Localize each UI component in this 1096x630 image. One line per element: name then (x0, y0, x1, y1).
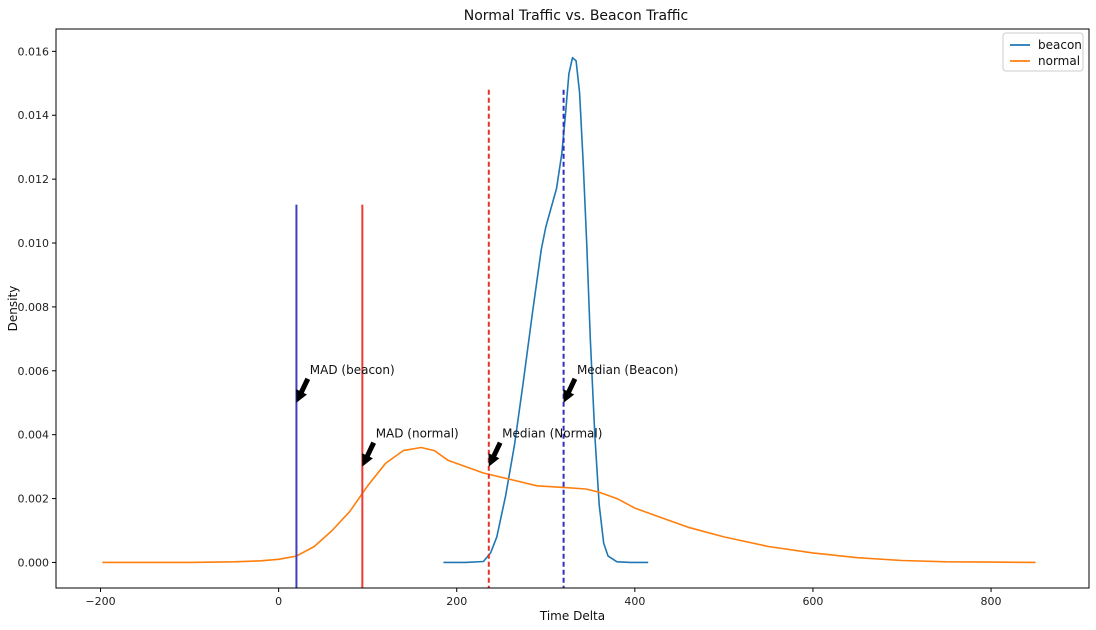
x-tick-label: −200 (85, 595, 115, 608)
y-tick-label: 0.006 (18, 365, 50, 378)
annotation-arrow-mad-normal (362, 441, 376, 467)
y-tick-label: 0.004 (18, 429, 50, 442)
x-tick-label: 400 (624, 595, 645, 608)
x-axis-label: Time Delta (539, 609, 605, 623)
x-tick-label: 600 (802, 595, 823, 608)
plot-frame (55, 28, 1090, 589)
y-axis-label: Density (6, 286, 20, 332)
annotation-median-normal: Median (Normal) (502, 427, 602, 441)
x-tick-label: 0 (275, 595, 282, 608)
annotation-arrow-mad-beacon (296, 377, 311, 403)
y-tick-label: 0.010 (18, 237, 50, 250)
y-tick-label: 0.014 (18, 109, 50, 122)
legend-label-beacon: beacon (1038, 38, 1082, 52)
annotation-arrow-median-beacon (563, 377, 578, 403)
series-line-normal (102, 446, 1036, 564)
chart-title: Normal Traffic vs. Beacon Traffic (464, 8, 689, 24)
annotation-arrow-median-normal (488, 441, 503, 467)
annotation-mad-beacon: MAD (beacon) (310, 363, 395, 377)
series-line-beacon (443, 56, 649, 564)
annotation-median-beacon: Median (Beacon) (577, 363, 678, 377)
y-tick-label: 0.000 (18, 556, 50, 569)
y-tick-label: 0.016 (18, 45, 50, 58)
y-tick-label: 0.008 (18, 301, 50, 314)
y-tick-label: 0.002 (18, 493, 50, 506)
annotation-mad-normal: MAD (normal) (376, 427, 459, 441)
y-tick-label: 0.012 (18, 173, 50, 186)
legend-label-normal: normal (1038, 54, 1080, 68)
x-tick-label: 200 (446, 595, 467, 608)
x-tick-label: 800 (981, 595, 1002, 608)
